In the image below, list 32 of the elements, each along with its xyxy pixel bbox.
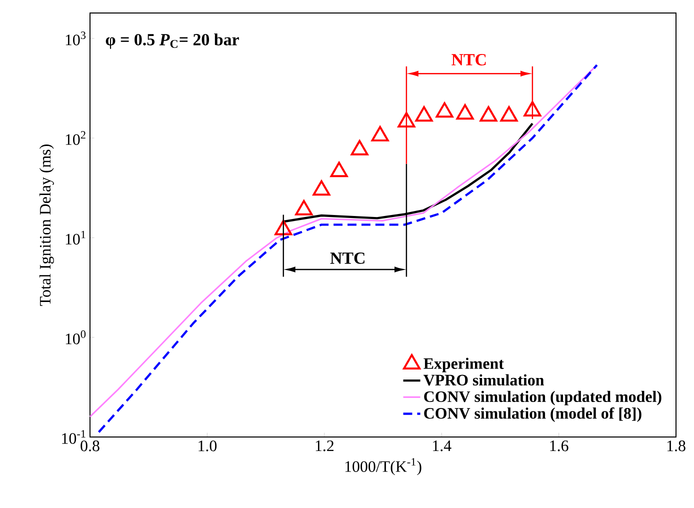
y-tick-label: 10$^{0}$ (66, 330, 86, 344)
legend-label: CONV simulation (updated model) (424, 390, 662, 406)
y-tick-label: 10$^{2}$ (66, 131, 86, 145)
annotation: NTC (452, 54, 486, 66)
x-tick-label: 1.8 (667, 440, 686, 452)
y-tick-label: 10$^{3}$ (66, 32, 86, 46)
point (295, 200, 313, 216)
x-tick-label: 1.0 (198, 440, 217, 452)
x-tick-label: 0.8 (80, 440, 100, 452)
y-axis-title: Total Ignition Delay (ms) (39, 144, 54, 306)
x-tick-label: 1.4 (433, 440, 452, 452)
point (398, 112, 416, 128)
point (415, 106, 433, 122)
point (524, 101, 542, 116)
point (350, 140, 368, 156)
legend-label: VPRO simulation (424, 374, 544, 386)
point (371, 126, 389, 142)
point (456, 104, 474, 120)
point (436, 102, 454, 118)
x-tick-label: 1.6 (550, 440, 568, 452)
annotation: φ = 0.5 P$_{C}$= 20 bar (106, 33, 239, 49)
point (330, 162, 348, 178)
y-tick-label: 10$^{1}$ (66, 230, 86, 245)
x-tick-label: 1.2 (316, 440, 334, 452)
point (312, 180, 330, 196)
x-axis-title: 1000/T(K$^{-1}$) (345, 458, 422, 476)
point (500, 106, 518, 122)
point (274, 220, 292, 236)
legend-label: CONV simulation (model of [8]) (424, 407, 642, 422)
legend-label: Experiment (424, 358, 504, 372)
annotation: NTC (330, 252, 364, 264)
point (480, 106, 498, 122)
